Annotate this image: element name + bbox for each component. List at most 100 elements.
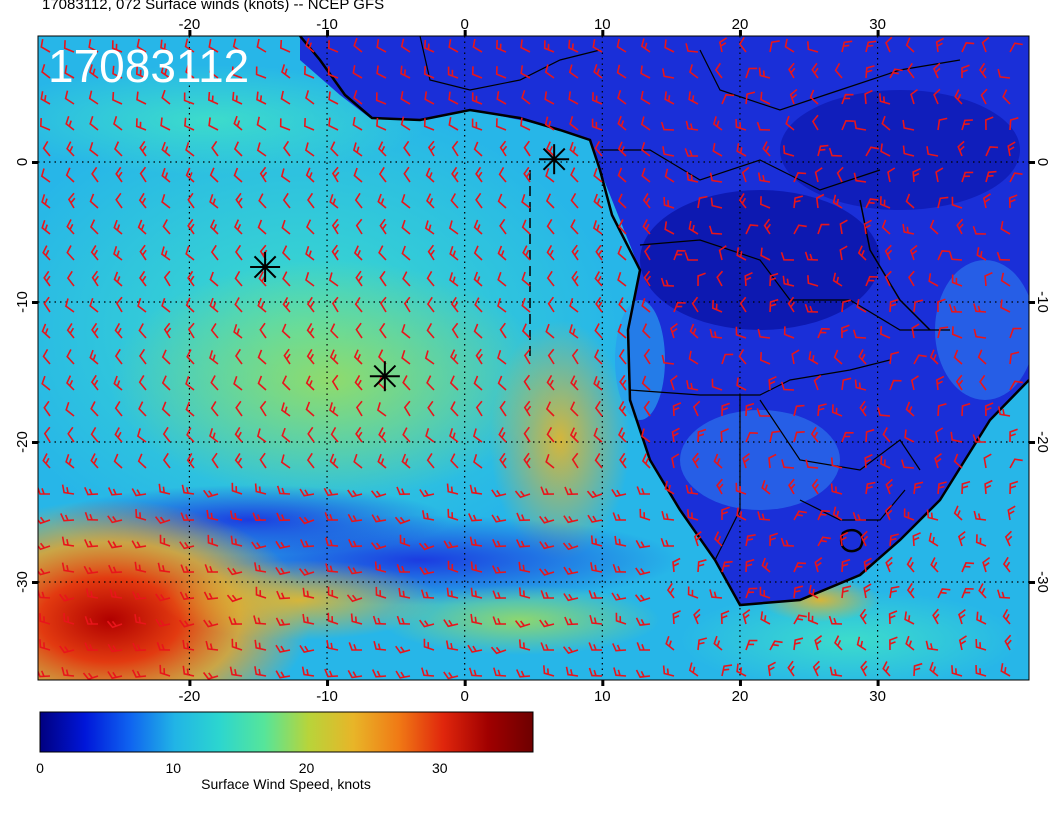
wind-barb — [830, 457, 843, 469]
wind-barb — [185, 297, 195, 313]
wind-barb — [353, 453, 363, 469]
wind-barb — [738, 349, 747, 365]
wind-barb — [449, 272, 459, 287]
wind-barb — [769, 640, 783, 651]
wind-barb — [114, 427, 123, 443]
wind-barb — [863, 583, 872, 599]
wind-barb — [721, 560, 733, 573]
wind-barb — [497, 298, 507, 313]
wind-barb — [275, 644, 291, 653]
wind-barb — [401, 453, 411, 469]
wind-barb — [863, 219, 872, 235]
wind-barb — [804, 303, 819, 313]
wind-barb — [138, 401, 147, 417]
wind-barb — [182, 665, 195, 677]
wind-barb — [884, 244, 893, 261]
wind-barb — [950, 431, 963, 443]
wind-barb — [449, 428, 459, 443]
wind-barb — [38, 669, 51, 678]
storm-marker — [369, 361, 400, 392]
wind-barb — [329, 453, 339, 469]
wind-barb — [131, 488, 147, 497]
wind-barb — [907, 62, 915, 79]
wind-barb — [685, 484, 699, 495]
wind-barb — [865, 65, 875, 79]
wind-barb — [951, 326, 963, 339]
wind-barb — [841, 585, 852, 599]
wind-barb — [403, 296, 411, 313]
wind-barb — [373, 641, 387, 651]
wind-barb — [355, 322, 363, 339]
wind-barb — [254, 562, 267, 573]
wind-barb — [545, 453, 555, 469]
wind-barb — [111, 40, 123, 53]
wind-barb — [902, 145, 915, 157]
wind-barb — [817, 536, 831, 547]
wind-barb — [887, 167, 896, 183]
wind-barb — [161, 349, 171, 365]
wind-barb — [906, 556, 915, 573]
wind-barb — [352, 65, 363, 79]
wind-barb — [570, 375, 579, 391]
wind-barb — [863, 557, 872, 573]
wind-barb — [635, 540, 651, 549]
wind-barb — [226, 594, 243, 603]
wind-barb — [934, 427, 944, 443]
wind-barb — [687, 509, 699, 521]
wind-barb — [839, 245, 848, 261]
wind-barb — [491, 489, 507, 498]
wind-barb — [759, 586, 771, 599]
wind-barb — [684, 252, 699, 261]
wind-barb — [256, 116, 267, 131]
wind-barb — [137, 298, 147, 313]
wind-barb — [233, 324, 243, 339]
wind-barb — [880, 455, 891, 469]
wind-barb — [660, 538, 675, 547]
wind-barb — [718, 245, 727, 261]
wind-barb — [788, 478, 796, 495]
wind-barb — [741, 166, 750, 183]
wind-barb — [686, 171, 699, 183]
wind-barb — [282, 245, 291, 261]
wind-barb — [252, 512, 267, 522]
wind-barb — [67, 426, 75, 443]
wind-barb — [830, 483, 843, 495]
wind-barb — [379, 270, 387, 287]
wind-barb — [138, 323, 147, 339]
wind-barb — [448, 39, 459, 53]
wind-barb — [745, 91, 756, 105]
wind-barbs — [38, 36, 1023, 680]
wind-barb — [348, 642, 363, 651]
wind-barb — [328, 91, 339, 105]
wind-barb — [635, 669, 651, 678]
map-frame — [37, 35, 1030, 681]
wind-barb — [112, 91, 123, 105]
wind-barb — [879, 326, 891, 339]
wind-barb — [877, 407, 891, 417]
wind-barb — [672, 402, 682, 417]
wind-barb — [757, 328, 771, 339]
wind-barb — [139, 270, 147, 287]
wind-barb — [427, 140, 436, 157]
wind-barb — [791, 349, 800, 365]
wind-barb — [865, 275, 878, 287]
wind-barb — [979, 62, 987, 79]
wind-barb — [327, 66, 339, 79]
colorbar-tick-label: 30 — [432, 760, 448, 776]
wind-barb — [305, 401, 315, 417]
wind-barb — [546, 270, 555, 287]
wind-barb — [209, 219, 219, 235]
wind-barb — [203, 591, 219, 600]
wind-barb — [805, 459, 819, 469]
wind-barb — [932, 608, 940, 625]
wind-barb — [854, 379, 867, 391]
wind-barb — [839, 219, 848, 235]
wind-barb — [353, 37, 363, 53]
wind-barb — [547, 348, 555, 365]
wind-barb — [420, 589, 435, 599]
wind-barb — [736, 663, 747, 677]
lon-tick-bottom — [738, 680, 742, 686]
wind-barb — [91, 322, 99, 339]
colorbar-label: Surface Wind Speed, knots — [201, 776, 371, 792]
wind-barb — [424, 91, 435, 105]
